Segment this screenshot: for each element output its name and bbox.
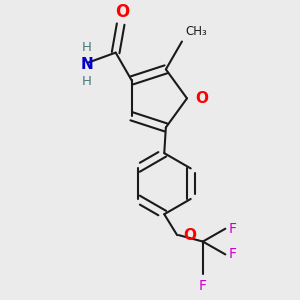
Text: O: O: [195, 91, 208, 106]
Text: N: N: [80, 57, 93, 72]
Text: CH₃: CH₃: [185, 25, 207, 38]
Text: O: O: [183, 228, 196, 243]
Text: H: H: [82, 41, 92, 55]
Text: F: F: [199, 278, 207, 292]
Text: O: O: [115, 3, 129, 21]
Text: F: F: [229, 222, 237, 236]
Text: H: H: [82, 75, 92, 88]
Text: F: F: [229, 248, 237, 261]
